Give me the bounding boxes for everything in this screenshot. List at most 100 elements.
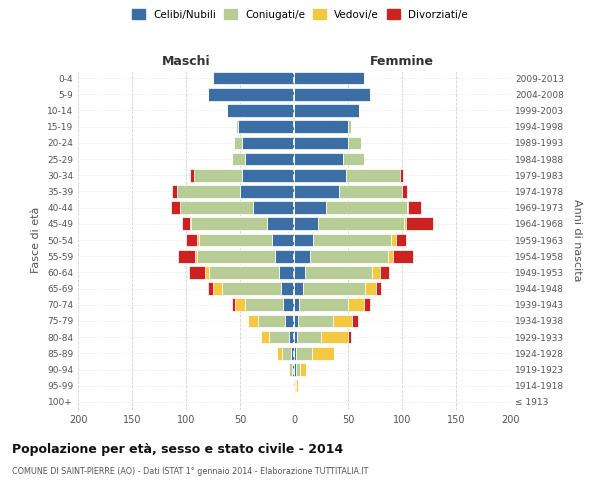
Bar — [294, 266, 305, 278]
Bar — [348, 120, 351, 133]
Bar — [248, 314, 259, 328]
Bar — [182, 218, 190, 230]
Bar — [333, 314, 352, 328]
Bar — [213, 282, 221, 295]
Bar — [388, 250, 394, 262]
Bar — [302, 282, 365, 295]
Bar — [272, 234, 294, 246]
Bar — [294, 88, 370, 101]
Bar — [291, 347, 294, 360]
Bar — [352, 314, 358, 328]
Bar — [236, 120, 238, 133]
Bar — [189, 266, 205, 278]
Bar — [294, 298, 299, 311]
Bar — [294, 380, 295, 392]
Bar — [194, 250, 197, 262]
Bar — [232, 152, 245, 166]
Bar — [286, 314, 294, 328]
Bar — [372, 266, 380, 278]
Text: Femmine: Femmine — [370, 54, 434, 68]
Bar — [297, 331, 321, 344]
Bar — [348, 298, 364, 311]
Bar — [402, 185, 407, 198]
Bar — [277, 347, 282, 360]
Bar — [205, 266, 209, 278]
Bar — [194, 169, 242, 181]
Bar — [326, 202, 407, 214]
Bar — [321, 331, 348, 344]
Bar — [294, 282, 302, 295]
Bar — [298, 314, 333, 328]
Bar — [295, 380, 296, 392]
Bar — [376, 282, 382, 295]
Bar — [282, 347, 291, 360]
Bar — [380, 266, 389, 278]
Bar — [296, 380, 298, 392]
Bar — [294, 72, 364, 85]
Bar — [190, 218, 191, 230]
Bar — [296, 363, 301, 376]
Bar — [232, 298, 235, 311]
Bar — [242, 136, 294, 149]
Bar — [240, 185, 294, 198]
Text: Popolazione per età, sesso e stato civile - 2014: Popolazione per età, sesso e stato civil… — [12, 442, 343, 456]
Bar — [213, 72, 294, 85]
Bar — [190, 169, 194, 181]
Bar — [186, 234, 197, 246]
Bar — [348, 136, 361, 149]
Bar — [365, 282, 376, 295]
Bar — [294, 104, 359, 117]
Bar — [294, 202, 326, 214]
Bar — [197, 250, 275, 262]
Bar — [292, 380, 293, 392]
Bar — [197, 234, 199, 246]
Bar — [294, 152, 343, 166]
Bar — [260, 331, 269, 344]
Bar — [294, 120, 348, 133]
Bar — [253, 202, 294, 214]
Bar — [235, 298, 245, 311]
Bar — [294, 185, 340, 198]
Bar — [394, 250, 413, 262]
Bar — [296, 347, 313, 360]
Bar — [346, 169, 400, 181]
Bar — [294, 347, 296, 360]
Bar — [238, 120, 294, 133]
Bar — [172, 185, 178, 198]
Bar — [178, 185, 240, 198]
Bar — [343, 152, 364, 166]
Bar — [289, 363, 292, 376]
Bar — [259, 314, 286, 328]
Bar — [199, 234, 272, 246]
Bar — [245, 152, 294, 166]
Bar — [267, 218, 294, 230]
Bar — [294, 234, 313, 246]
Bar — [269, 331, 289, 344]
Bar — [406, 218, 433, 230]
Bar — [283, 298, 294, 311]
Bar — [227, 104, 294, 117]
Bar — [245, 298, 283, 311]
Bar — [294, 314, 298, 328]
Bar — [404, 218, 406, 230]
Bar — [209, 266, 279, 278]
Bar — [318, 218, 404, 230]
Bar — [275, 250, 294, 262]
Bar — [279, 266, 294, 278]
Bar — [242, 169, 294, 181]
Bar — [409, 202, 421, 214]
Bar — [294, 250, 310, 262]
Bar — [313, 347, 334, 360]
Bar — [407, 202, 409, 214]
Bar — [301, 363, 306, 376]
Bar — [289, 331, 294, 344]
Y-axis label: Fasce di età: Fasce di età — [31, 207, 41, 273]
Bar — [299, 298, 348, 311]
Bar — [171, 202, 179, 214]
Bar — [294, 218, 318, 230]
Bar — [294, 363, 296, 376]
Bar — [281, 282, 294, 295]
Bar — [391, 234, 395, 246]
Bar — [395, 234, 406, 246]
Text: Maschi: Maschi — [161, 54, 211, 68]
